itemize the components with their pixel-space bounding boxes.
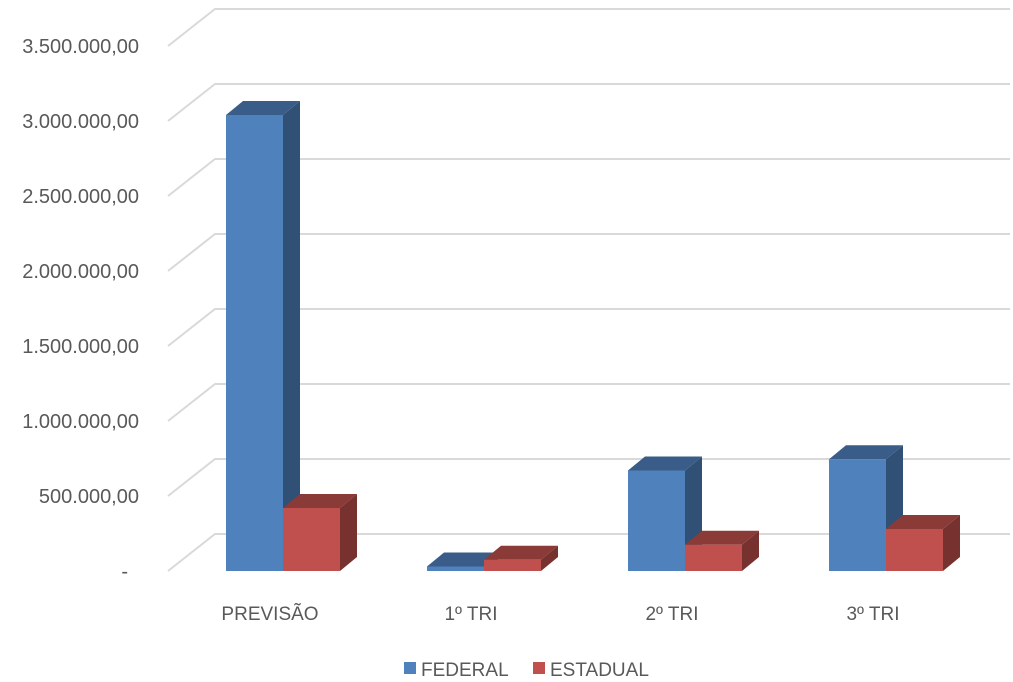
gridline-3 bbox=[167, 308, 1010, 347]
bar-estadual-2 bbox=[685, 530, 759, 571]
bar-estadual-1 bbox=[484, 545, 558, 571]
x-category-label: PREVISÃO bbox=[221, 603, 318, 625]
legend-swatch-federal bbox=[404, 662, 416, 674]
bar-estadual-0 bbox=[283, 494, 357, 571]
y-tick-label: 2.000.000,00 bbox=[22, 261, 139, 283]
bar-top-face bbox=[226, 101, 300, 115]
y-axis-tick-labels: - 500.000,00 1.000.000,00 1.500.000,00 2.000… bbox=[22, 36, 139, 583]
x-axis-category-labels: PREVISÃO 1º TRI 2º TRI 3º TRI bbox=[221, 603, 899, 625]
bar-front-face bbox=[886, 529, 943, 571]
y-tick-label: 2.500.000,00 bbox=[22, 186, 139, 208]
bar-top-face bbox=[283, 494, 357, 508]
y-tick-label: 1.500.000,00 bbox=[22, 336, 139, 358]
legend-label-federal: FEDERAL bbox=[421, 660, 509, 681]
y-tick-label: 3.000.000,00 bbox=[22, 111, 139, 133]
bar-top-face bbox=[427, 552, 501, 567]
x-category-label: 2º TRI bbox=[645, 604, 698, 625]
bar-side-face bbox=[943, 515, 960, 571]
bar-front-face bbox=[685, 544, 742, 571]
gridline-6 bbox=[167, 83, 1010, 122]
bar-top-face bbox=[628, 456, 702, 471]
bar-top-face bbox=[886, 515, 960, 529]
bar-side-face bbox=[340, 494, 357, 571]
bar-front-face bbox=[226, 115, 283, 571]
x-category-label: 1º TRI bbox=[444, 604, 497, 625]
bar-side-face bbox=[283, 101, 300, 571]
y-tick-label: 1.000.000,00 bbox=[22, 411, 139, 433]
gridline-5 bbox=[167, 158, 1010, 197]
bar-front-face bbox=[484, 559, 541, 571]
bar-top-face bbox=[484, 545, 558, 560]
legend: FEDERAL ESTADUAL bbox=[404, 660, 649, 681]
x-category-label: 3º TRI bbox=[846, 604, 899, 625]
legend-label-estadual: ESTADUAL bbox=[550, 660, 649, 681]
bar-estadual-3 bbox=[886, 515, 960, 571]
bar-front-face bbox=[829, 459, 886, 571]
bar-front-face bbox=[283, 508, 340, 571]
y-tick-label: 500.000,00 bbox=[39, 486, 139, 508]
bar-side-face bbox=[742, 530, 759, 571]
gridline-4 bbox=[167, 233, 1010, 272]
bar-side-face bbox=[541, 545, 558, 571]
gridlines bbox=[167, 8, 1010, 572]
gridline-1 bbox=[167, 458, 1010, 497]
gridline-2 bbox=[167, 383, 1010, 422]
bar-front-face bbox=[628, 470, 685, 571]
y-tick-label: - bbox=[121, 561, 128, 583]
y-tick-label: 3.500.000,00 bbox=[22, 36, 139, 58]
bar-top-face bbox=[829, 445, 903, 460]
gridline-7 bbox=[167, 8, 1010, 47]
bar-front-face bbox=[427, 566, 484, 571]
bars bbox=[226, 101, 960, 571]
legend-swatch-estadual bbox=[533, 662, 545, 674]
bar-federal-0 bbox=[226, 101, 300, 571]
bar-top-face bbox=[685, 530, 759, 545]
